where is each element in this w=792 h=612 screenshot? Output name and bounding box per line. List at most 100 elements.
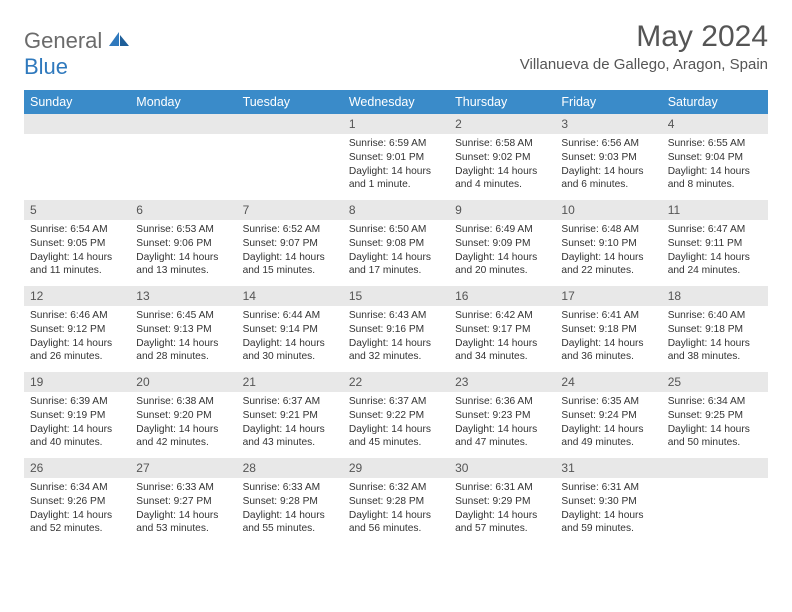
sunset: Sunset: 9:09 PM	[455, 237, 549, 251]
daylight: Daylight: 14 hours and 55 minutes.	[243, 509, 337, 537]
calendar-cell: 31Sunrise: 6:31 AMSunset: 9:30 PMDayligh…	[555, 458, 661, 544]
sunset: Sunset: 9:05 PM	[30, 237, 124, 251]
day-number: 18	[662, 286, 768, 306]
day-number: 15	[343, 286, 449, 306]
day-content: Sunrise: 6:36 AMSunset: 9:23 PMDaylight:…	[449, 392, 555, 456]
day-content: Sunrise: 6:31 AMSunset: 9:29 PMDaylight:…	[449, 478, 555, 542]
logo-part1: General	[24, 28, 102, 53]
day-content: Sunrise: 6:53 AMSunset: 9:06 PMDaylight:…	[130, 220, 236, 284]
daylight: Daylight: 14 hours and 8 minutes.	[668, 165, 762, 193]
sunset: Sunset: 9:07 PM	[243, 237, 337, 251]
calendar-cell: 19Sunrise: 6:39 AMSunset: 9:19 PMDayligh…	[24, 372, 130, 458]
day-number: 23	[449, 372, 555, 392]
sunrise: Sunrise: 6:31 AM	[561, 481, 655, 495]
sunset: Sunset: 9:28 PM	[243, 495, 337, 509]
day-content: Sunrise: 6:37 AMSunset: 9:22 PMDaylight:…	[343, 392, 449, 456]
sunrise: Sunrise: 6:55 AM	[668, 137, 762, 151]
daylight: Daylight: 14 hours and 53 minutes.	[136, 509, 230, 537]
day-number: 12	[24, 286, 130, 306]
calendar-cell: 22Sunrise: 6:37 AMSunset: 9:22 PMDayligh…	[343, 372, 449, 458]
calendar-cell: 21Sunrise: 6:37 AMSunset: 9:21 PMDayligh…	[237, 372, 343, 458]
sunset: Sunset: 9:23 PM	[455, 409, 549, 423]
sunset: Sunset: 9:11 PM	[668, 237, 762, 251]
sunrise: Sunrise: 6:48 AM	[561, 223, 655, 237]
day-number-empty	[237, 114, 343, 134]
weekday-header-row: SundayMondayTuesdayWednesdayThursdayFrid…	[24, 90, 768, 114]
day-content: Sunrise: 6:41 AMSunset: 9:18 PMDaylight:…	[555, 306, 661, 370]
sunset: Sunset: 9:04 PM	[668, 151, 762, 165]
daylight: Daylight: 14 hours and 22 minutes.	[561, 251, 655, 279]
sunrise: Sunrise: 6:49 AM	[455, 223, 549, 237]
sunrise: Sunrise: 6:47 AM	[668, 223, 762, 237]
header: General Blue May 2024 Villanueva de Gall…	[24, 20, 768, 80]
daylight: Daylight: 14 hours and 4 minutes.	[455, 165, 549, 193]
sunrise: Sunrise: 6:54 AM	[30, 223, 124, 237]
daylight: Daylight: 14 hours and 56 minutes.	[349, 509, 443, 537]
sunset: Sunset: 9:18 PM	[668, 323, 762, 337]
day-number: 31	[555, 458, 661, 478]
day-content: Sunrise: 6:37 AMSunset: 9:21 PMDaylight:…	[237, 392, 343, 456]
sunrise: Sunrise: 6:50 AM	[349, 223, 443, 237]
daylight: Daylight: 14 hours and 43 minutes.	[243, 423, 337, 451]
day-number: 7	[237, 200, 343, 220]
weekday-header: Wednesday	[343, 90, 449, 114]
sunrise: Sunrise: 6:46 AM	[30, 309, 124, 323]
calendar-cell	[24, 114, 130, 200]
calendar-week-row: 19Sunrise: 6:39 AMSunset: 9:19 PMDayligh…	[24, 372, 768, 458]
daylight: Daylight: 14 hours and 15 minutes.	[243, 251, 337, 279]
sunset: Sunset: 9:17 PM	[455, 323, 549, 337]
sunrise: Sunrise: 6:39 AM	[30, 395, 124, 409]
sunset: Sunset: 9:01 PM	[349, 151, 443, 165]
sunrise: Sunrise: 6:56 AM	[561, 137, 655, 151]
sunrise: Sunrise: 6:33 AM	[136, 481, 230, 495]
day-content: Sunrise: 6:42 AMSunset: 9:17 PMDaylight:…	[449, 306, 555, 370]
sunrise: Sunrise: 6:33 AM	[243, 481, 337, 495]
day-content: Sunrise: 6:46 AMSunset: 9:12 PMDaylight:…	[24, 306, 130, 370]
title-block: May 2024 Villanueva de Gallego, Aragon, …	[520, 20, 768, 73]
daylight: Daylight: 14 hours and 50 minutes.	[668, 423, 762, 451]
calendar-cell: 4Sunrise: 6:55 AMSunset: 9:04 PMDaylight…	[662, 114, 768, 200]
day-number: 13	[130, 286, 236, 306]
daylight: Daylight: 14 hours and 52 minutes.	[30, 509, 124, 537]
sunset: Sunset: 9:13 PM	[136, 323, 230, 337]
sunrise: Sunrise: 6:31 AM	[455, 481, 549, 495]
sunset: Sunset: 9:22 PM	[349, 409, 443, 423]
sunrise: Sunrise: 6:59 AM	[349, 137, 443, 151]
day-content: Sunrise: 6:49 AMSunset: 9:09 PMDaylight:…	[449, 220, 555, 284]
daylight: Daylight: 14 hours and 49 minutes.	[561, 423, 655, 451]
calendar-cell	[237, 114, 343, 200]
weekday-header: Saturday	[662, 90, 768, 114]
calendar-cell: 16Sunrise: 6:42 AMSunset: 9:17 PMDayligh…	[449, 286, 555, 372]
day-number: 17	[555, 286, 661, 306]
day-content: Sunrise: 6:31 AMSunset: 9:30 PMDaylight:…	[555, 478, 661, 542]
daylight: Daylight: 14 hours and 26 minutes.	[30, 337, 124, 365]
calendar-cell: 28Sunrise: 6:33 AMSunset: 9:28 PMDayligh…	[237, 458, 343, 544]
day-number: 6	[130, 200, 236, 220]
sunrise: Sunrise: 6:52 AM	[243, 223, 337, 237]
calendar-cell: 14Sunrise: 6:44 AMSunset: 9:14 PMDayligh…	[237, 286, 343, 372]
day-content: Sunrise: 6:39 AMSunset: 9:19 PMDaylight:…	[24, 392, 130, 456]
daylight: Daylight: 14 hours and 30 minutes.	[243, 337, 337, 365]
sunrise: Sunrise: 6:40 AM	[668, 309, 762, 323]
weekday-header: Friday	[555, 90, 661, 114]
day-number: 11	[662, 200, 768, 220]
day-number: 25	[662, 372, 768, 392]
day-content: Sunrise: 6:54 AMSunset: 9:05 PMDaylight:…	[24, 220, 130, 284]
calendar-cell: 27Sunrise: 6:33 AMSunset: 9:27 PMDayligh…	[130, 458, 236, 544]
sunrise: Sunrise: 6:44 AM	[243, 309, 337, 323]
sunrise: Sunrise: 6:35 AM	[561, 395, 655, 409]
day-content: Sunrise: 6:34 AMSunset: 9:26 PMDaylight:…	[24, 478, 130, 542]
weekday-header: Tuesday	[237, 90, 343, 114]
calendar-table: SundayMondayTuesdayWednesdayThursdayFrid…	[24, 90, 768, 544]
day-content: Sunrise: 6:44 AMSunset: 9:14 PMDaylight:…	[237, 306, 343, 370]
day-content: Sunrise: 6:58 AMSunset: 9:02 PMDaylight:…	[449, 134, 555, 198]
day-number: 2	[449, 114, 555, 134]
day-content: Sunrise: 6:50 AMSunset: 9:08 PMDaylight:…	[343, 220, 449, 284]
day-content: Sunrise: 6:38 AMSunset: 9:20 PMDaylight:…	[130, 392, 236, 456]
calendar-week-row: 5Sunrise: 6:54 AMSunset: 9:05 PMDaylight…	[24, 200, 768, 286]
logo-sail-icon	[107, 30, 131, 48]
sunset: Sunset: 9:20 PM	[136, 409, 230, 423]
calendar-page: General Blue May 2024 Villanueva de Gall…	[0, 0, 792, 564]
daylight: Daylight: 14 hours and 11 minutes.	[30, 251, 124, 279]
sunrise: Sunrise: 6:37 AM	[349, 395, 443, 409]
